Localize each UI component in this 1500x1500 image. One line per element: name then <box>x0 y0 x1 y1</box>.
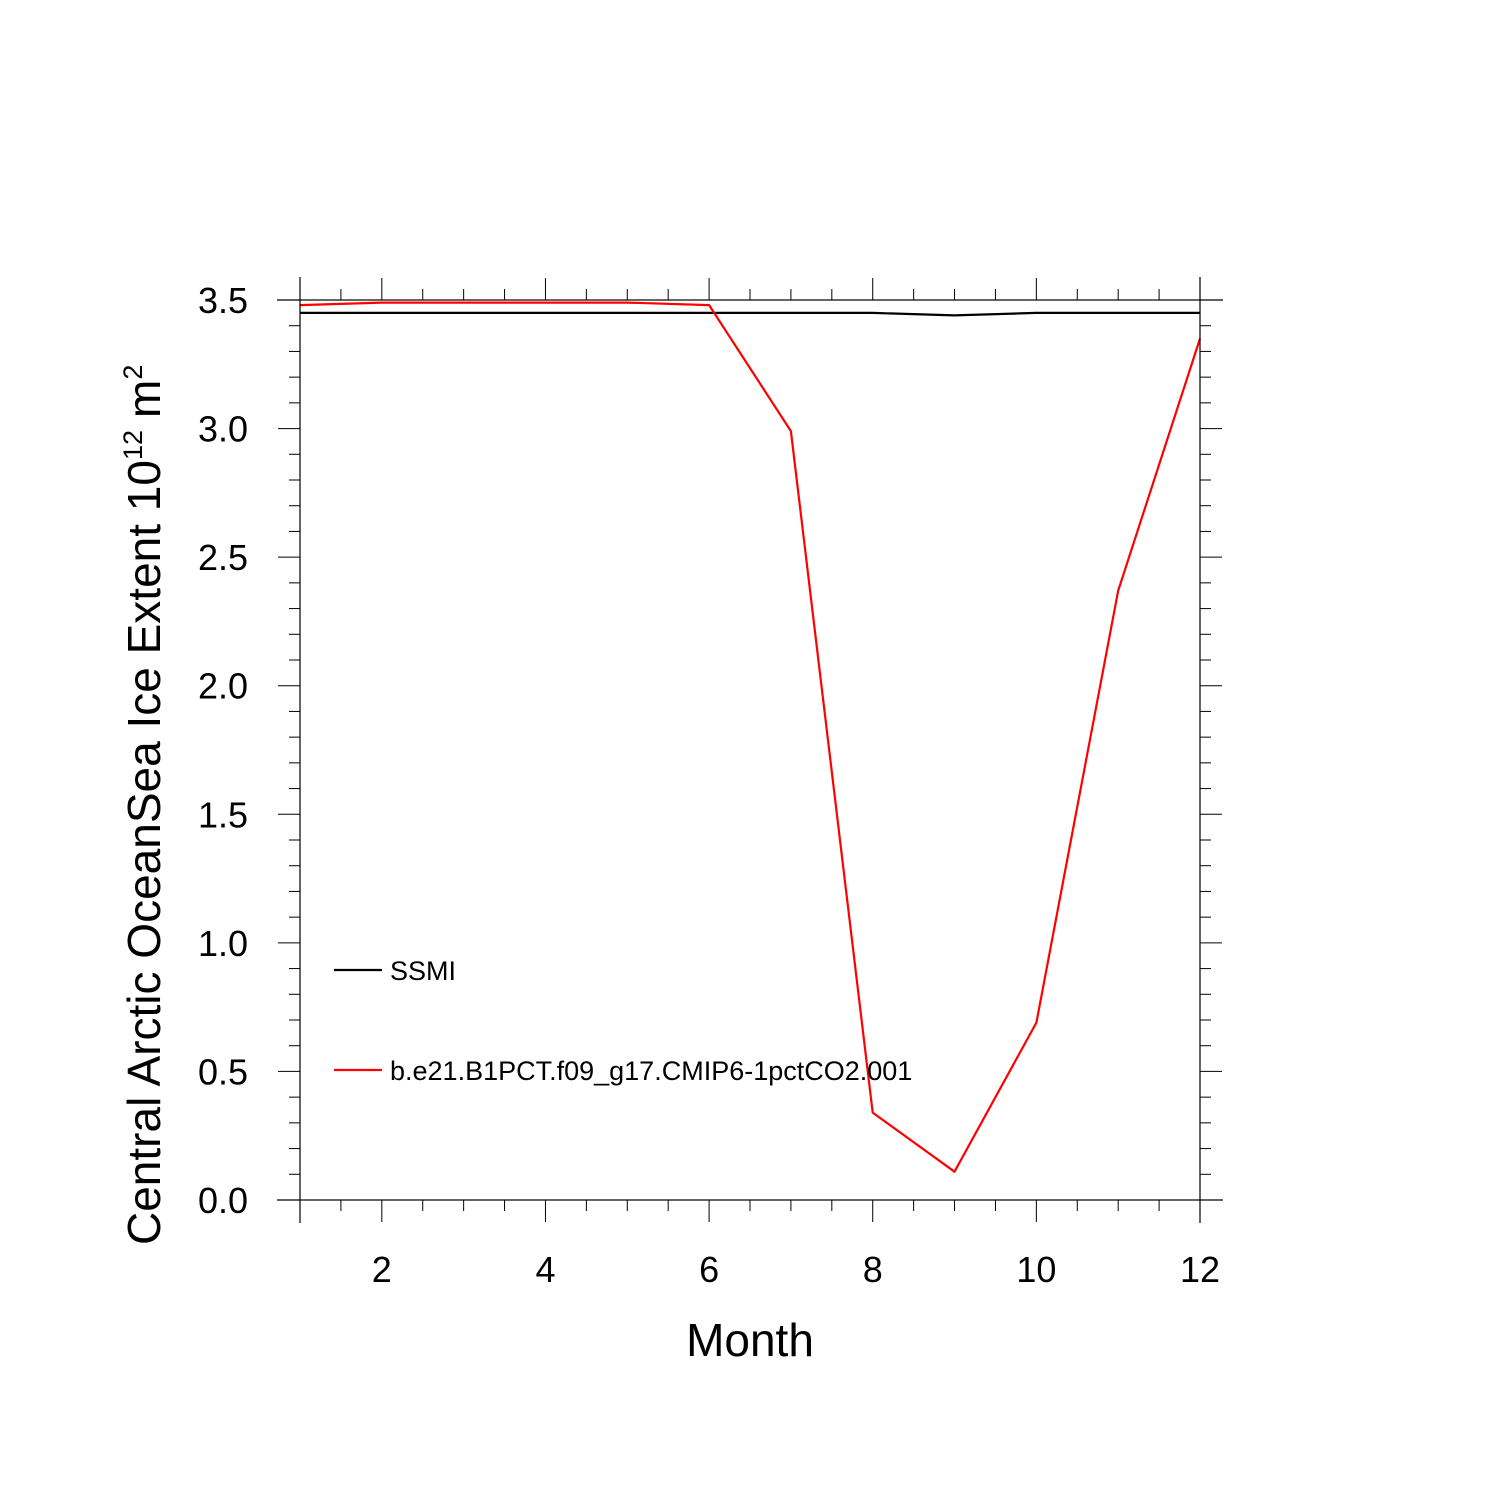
y-tick-label: 3.5 <box>198 280 248 321</box>
plot-frame <box>299 299 1201 1201</box>
series-line-2 <box>299 301 1202 1173</box>
legend-label: b.e21.B1PCT.f09_g17.CMIP6-1pctCO2.001 <box>390 1056 912 1086</box>
y-tick-label: 3.0 <box>198 409 248 450</box>
x-axis-title: Month <box>686 1314 814 1366</box>
x-tick-label: 6 <box>699 1249 719 1290</box>
y-tick-label: 1.5 <box>198 794 248 835</box>
y-axis-title-unit: m <box>118 380 170 418</box>
x-tick-label: 2 <box>372 1249 392 1290</box>
y-tick-label: 1.0 <box>198 923 248 964</box>
series-lines <box>299 301 1202 1173</box>
tick-marks <box>277 277 1223 1223</box>
y-axis-title: Central Arctic OceanSea Ice Extent 1012 m… <box>118 365 170 1245</box>
y-axis-title-unit-exponent: 2 <box>118 365 148 380</box>
y-axis-title-main: Central Arctic OceanSea Ice Extent 10 <box>118 460 170 1245</box>
x-tick-label: 4 <box>535 1249 555 1290</box>
x-tick-label: 12 <box>1180 1249 1220 1290</box>
legend-label: SSMI <box>390 956 456 986</box>
x-tick-label: 8 <box>863 1249 883 1290</box>
series-line-1 <box>300 311 1200 317</box>
y-tick-label: 0.0 <box>198 1180 248 1221</box>
y-tick-label: 0.5 <box>198 1051 248 1092</box>
legend: SSMI b.e21.B1PCT.f09_g17.CMIP6-1pctCO2.00… <box>334 956 912 1086</box>
y-tick-label: 2.0 <box>198 666 248 707</box>
x-tick-label: 10 <box>1016 1249 1056 1290</box>
y-axis-title-exponent: 12 <box>118 430 148 460</box>
y-tick-label: 2.5 <box>198 537 248 578</box>
tick-labels: 2 4 6 8 10 12 0.0 0.5 1.0 1.5 2.0 2.5 3.0 3.5 <box>198 280 1220 1290</box>
